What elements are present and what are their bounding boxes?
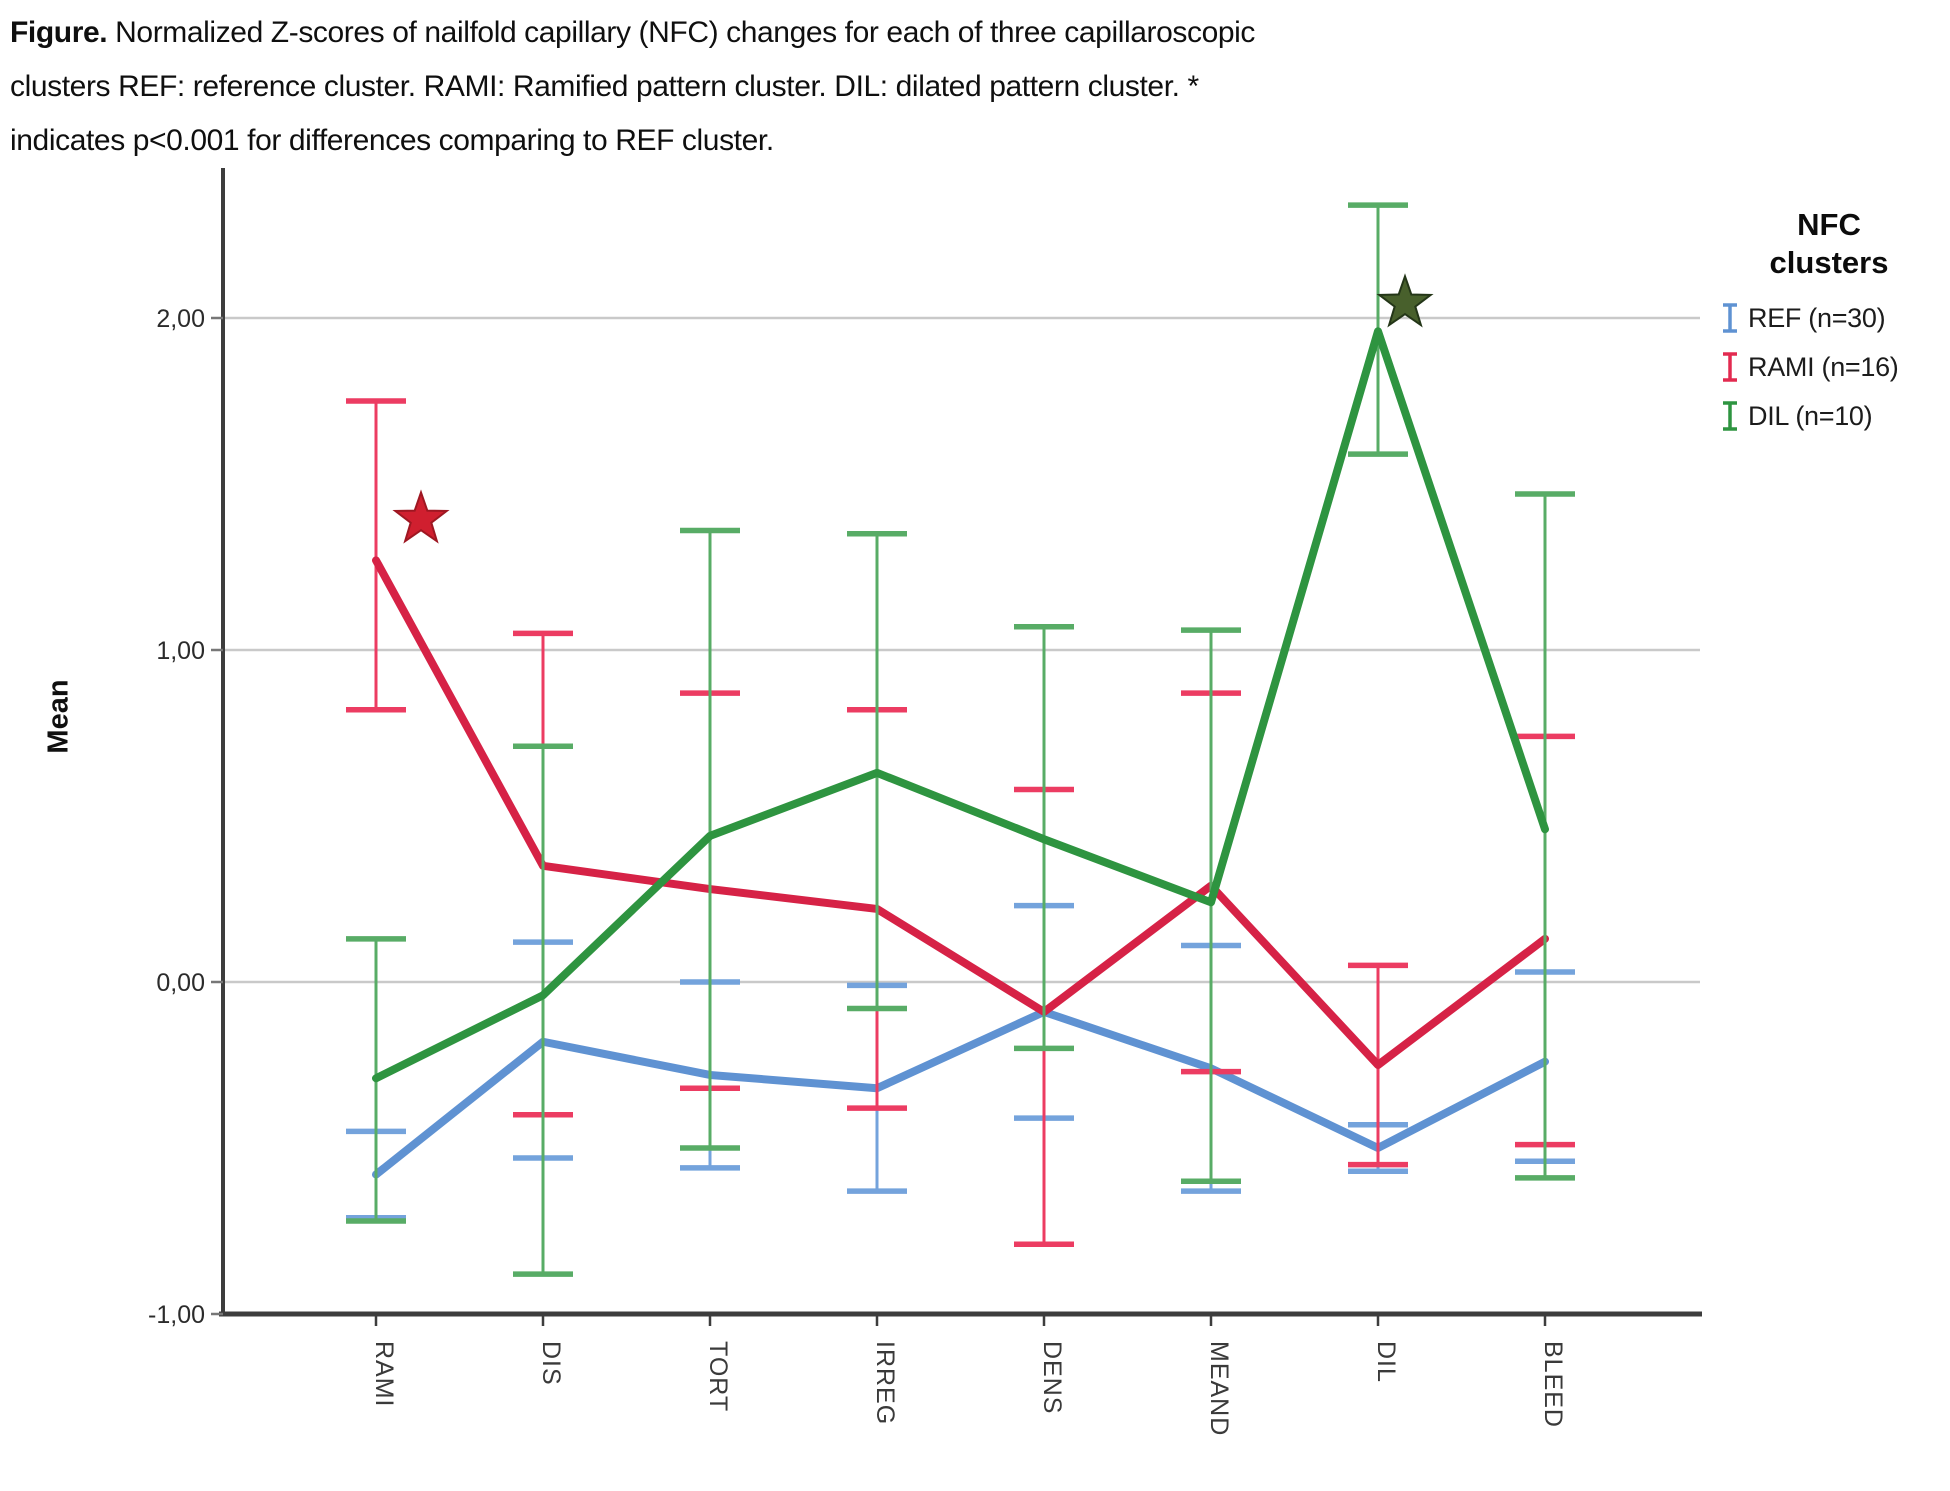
figure-caption: Figure. Normalized Z-scores of nailfold … [10, 6, 1255, 168]
x-axis-label: BLEED [1539, 1341, 1567, 1428]
mean-line [372, 327, 1549, 1083]
series-dil [346, 202, 1575, 1277]
caption-text-1: Normalized Z-scores of nailfold capillar… [115, 16, 1256, 49]
x-axis-label: MEAND [1205, 1341, 1233, 1436]
axes [219, 168, 1702, 1317]
caption-line-2: clusters REF: reference cluster. RAMI: R… [10, 70, 1199, 103]
legend-title: NFC clusters [1769, 207, 1889, 280]
x-axis-label: DIS [537, 1341, 565, 1386]
significance-star [1376, 273, 1434, 328]
y-axis-tick-label: 0,00 [156, 969, 205, 997]
caption-line-1: Figure. Normalized Z-scores of nailfold … [10, 6, 1255, 60]
x-axis-label: RAMI [370, 1341, 398, 1408]
x-axis-labels: RAMI DIS TORT IRREG DENS MEAND DIL BLEED [370, 1316, 1567, 1436]
error-bars [346, 902, 1575, 1221]
error-bars [346, 398, 1575, 1248]
legend-item: REF (n=30) [1720, 300, 1946, 336]
errorbar-key-icon [1723, 401, 1737, 431]
legend-items: REF (n=30) RAMI (n=16) DIL (n=10) [1712, 300, 1946, 434]
x-axis-label: TORT [704, 1341, 732, 1412]
chart-legend: NFC clusters REF (n=30) RAMI (n=16) DIL (n… [1712, 206, 1946, 434]
series-ref [346, 902, 1575, 1221]
legend-item: DIL (n=10) [1720, 398, 1946, 434]
y-axis-tick-label: 2,00 [156, 305, 205, 333]
y-axis-tick-label: -1,00 [148, 1301, 205, 1329]
gridlines [225, 316, 1700, 984]
mean-line [372, 556, 1549, 1069]
y-axis-title: Mean [42, 679, 75, 754]
x-axis-label: DENS [1038, 1341, 1066, 1414]
mean-line [372, 1007, 1549, 1179]
errorbar-key-icon [1723, 352, 1737, 382]
y-axis-tick-label: 1,00 [156, 637, 205, 665]
x-axis-label: DIL [1372, 1341, 1400, 1383]
errorbar-key-icon [1723, 303, 1737, 333]
caption-line-3: indicates p<0.001 for differences compar… [10, 124, 774, 157]
legend-item-label: RAMI (n=16) [1748, 351, 1899, 382]
legend-item: RAMI (n=16) [1720, 349, 1946, 385]
y-axis-ticks: 2,00 1,00 0,00 -1,00 [148, 305, 223, 1329]
legend-item-label: DIL (n=10) [1748, 400, 1873, 431]
significance-star [392, 489, 450, 544]
x-axis-label: IRREG [871, 1341, 899, 1425]
series-rami [346, 398, 1575, 1248]
legend-item-label: REF (n=30) [1748, 302, 1886, 333]
caption-label: Figure. [10, 16, 108, 49]
